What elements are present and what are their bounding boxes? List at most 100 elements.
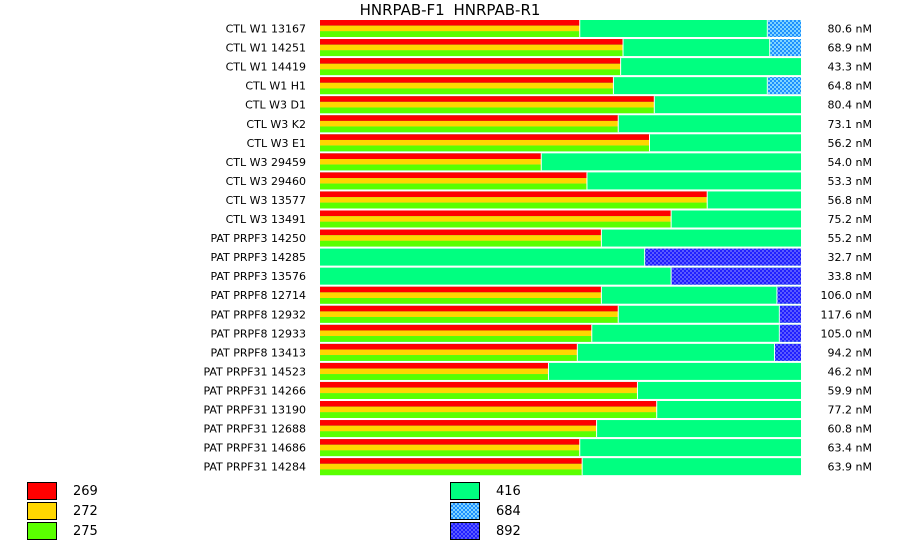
bar-segment-275 bbox=[320, 202, 708, 209]
bar-segment-684 bbox=[770, 39, 801, 57]
bar-segment-275 bbox=[320, 126, 619, 133]
bar-segment-272 bbox=[320, 292, 602, 299]
row-label: PAT PRPF31 14686 bbox=[203, 442, 306, 455]
row-value: 59.9 nM bbox=[828, 384, 872, 397]
bar-segment-269 bbox=[320, 77, 614, 83]
legend-item-684: 684 bbox=[450, 502, 521, 520]
bar-segment-275 bbox=[320, 145, 650, 152]
row-label: CTL W3 E1 bbox=[247, 137, 306, 150]
bar-segment-272 bbox=[320, 120, 619, 127]
row-value: 56.8 nM bbox=[828, 194, 872, 207]
legend-swatch-275 bbox=[27, 522, 57, 540]
bar-segment-269 bbox=[320, 286, 602, 293]
bar-row: PAT PRPF31 13190 77.2 nM bbox=[203, 401, 872, 418]
bar-segment-272 bbox=[320, 387, 638, 394]
row-value: 43.3 nM bbox=[828, 61, 872, 74]
row-value: 117.6 nM bbox=[821, 308, 872, 321]
legend-swatch-892 bbox=[450, 522, 480, 540]
row-label: CTL W3 K2 bbox=[246, 118, 306, 131]
bar-row: PAT PRPF31 14284 63.9 nM bbox=[203, 458, 872, 476]
row-label: PAT PRPF31 13190 bbox=[203, 404, 306, 417]
bar-segment-269 bbox=[320, 134, 650, 140]
bar-segment-892 bbox=[671, 267, 801, 285]
bar-segment-275 bbox=[320, 164, 542, 171]
legend-label-269: 269 bbox=[73, 483, 98, 499]
row-label: CTL W1 14419 bbox=[226, 61, 306, 74]
bar-segment-269 bbox=[320, 401, 657, 407]
bar-segment-275 bbox=[320, 317, 619, 323]
legend-label-272: 272 bbox=[73, 503, 98, 519]
bar-segment-269 bbox=[320, 381, 638, 388]
bar-segment-272 bbox=[320, 406, 657, 413]
row-label: PAT PRPF3 14250 bbox=[210, 232, 306, 245]
bar-segment-272 bbox=[320, 311, 619, 318]
row-value: 54.0 nM bbox=[828, 156, 872, 169]
row-label: PAT PRPF8 12932 bbox=[210, 308, 306, 321]
row-label: CTL W3 29460 bbox=[226, 175, 306, 188]
row-label: CTL W3 D1 bbox=[245, 99, 306, 112]
row-label: PAT PRPF31 14266 bbox=[203, 384, 306, 397]
bar-segment-269 bbox=[320, 153, 542, 160]
bar-segment-272 bbox=[320, 425, 597, 432]
row-value: 77.2 nM bbox=[828, 404, 872, 417]
row-value: 80.6 nM bbox=[828, 23, 872, 36]
bar-row: PAT PRPF31 12688 60.8 nM bbox=[203, 420, 872, 438]
bar-segment-272 bbox=[320, 444, 580, 451]
bar-segment-272 bbox=[320, 63, 621, 70]
row-value: 64.8 nM bbox=[828, 80, 872, 93]
bar-segment-269 bbox=[320, 210, 672, 217]
bar-segment-275 bbox=[320, 107, 655, 114]
bar-segment-275 bbox=[320, 431, 597, 438]
bar-segment-269 bbox=[320, 343, 578, 350]
legend-label-416: 416 bbox=[496, 483, 521, 499]
bar-segment-275 bbox=[320, 69, 621, 76]
bar-segment-272 bbox=[320, 139, 650, 146]
bar-row: PAT PRPF31 14523 46.2 nM bbox=[203, 362, 872, 380]
row-value: 63.4 nM bbox=[828, 442, 872, 455]
row-value: 32.7 nM bbox=[828, 251, 872, 264]
bar-row: CTL W3 29460 53.3 nM bbox=[226, 172, 872, 190]
row-value: 55.2 nM bbox=[828, 232, 872, 245]
row-value: 80.4 nM bbox=[828, 99, 872, 112]
legend-item-269: 269 bbox=[27, 482, 98, 500]
bar-segment-684 bbox=[767, 20, 801, 37]
bar-segment-275 bbox=[320, 31, 580, 37]
row-label: CTL W1 13167 bbox=[226, 23, 306, 36]
bar-row: PAT PRPF8 13413 94.2 nM bbox=[210, 343, 872, 361]
bar-row: PAT PRPF31 14266 59.9 nM bbox=[203, 381, 872, 399]
bar-row: CTL W3 K2 73.1 nM bbox=[246, 115, 872, 133]
row-value: 105.0 nM bbox=[821, 327, 872, 340]
chart-title: HNRPAB-F1 HNRPAB-R1 bbox=[359, 1, 541, 19]
bar-row: CTL W1 H1 64.8 nM bbox=[245, 77, 872, 95]
bar-segment-275 bbox=[320, 412, 657, 418]
bar-segment-275 bbox=[320, 336, 592, 342]
bar-segment-275 bbox=[320, 240, 602, 247]
row-value: 56.2 nM bbox=[828, 137, 872, 150]
row-value: 106.0 nM bbox=[821, 289, 872, 302]
bar-segment-269 bbox=[320, 115, 619, 121]
bar-row: PAT PRPF8 12714 106.0 nM bbox=[210, 286, 872, 304]
row-label: PAT PRPF3 14285 bbox=[210, 251, 306, 264]
bar-segment-892 bbox=[775, 343, 801, 361]
legend-swatch-269 bbox=[27, 482, 57, 500]
row-value: 94.2 nM bbox=[828, 346, 872, 359]
bar-segment-275 bbox=[320, 355, 578, 361]
legend-item-892: 892 bbox=[450, 522, 521, 540]
bar-segment-272 bbox=[320, 101, 655, 108]
bar-row: CTL W3 D1 80.4 nM bbox=[245, 96, 872, 114]
bar-row: PAT PRPF8 12933 105.0 nM bbox=[210, 324, 872, 342]
bar-segment-892 bbox=[777, 286, 801, 304]
bar-row: CTL W3 29459 54.0 nM bbox=[226, 153, 872, 171]
row-value: 33.8 nM bbox=[828, 270, 872, 283]
bar-segment-269 bbox=[320, 324, 592, 331]
row-label: PAT PRPF8 12933 bbox=[210, 327, 306, 340]
bar-row: PAT PRPF3 13576 33.8 nM bbox=[210, 267, 872, 285]
row-value: 60.8 nM bbox=[828, 423, 872, 436]
bar-row: CTL W3 13491 75.2 nM bbox=[226, 210, 872, 228]
bar-segment-269 bbox=[320, 229, 602, 236]
row-label: CTL W1 14251 bbox=[226, 42, 306, 55]
bar-segment-272 bbox=[320, 44, 624, 51]
row-label: CTL W3 29459 bbox=[226, 156, 306, 169]
bar-segment-275 bbox=[320, 183, 587, 190]
